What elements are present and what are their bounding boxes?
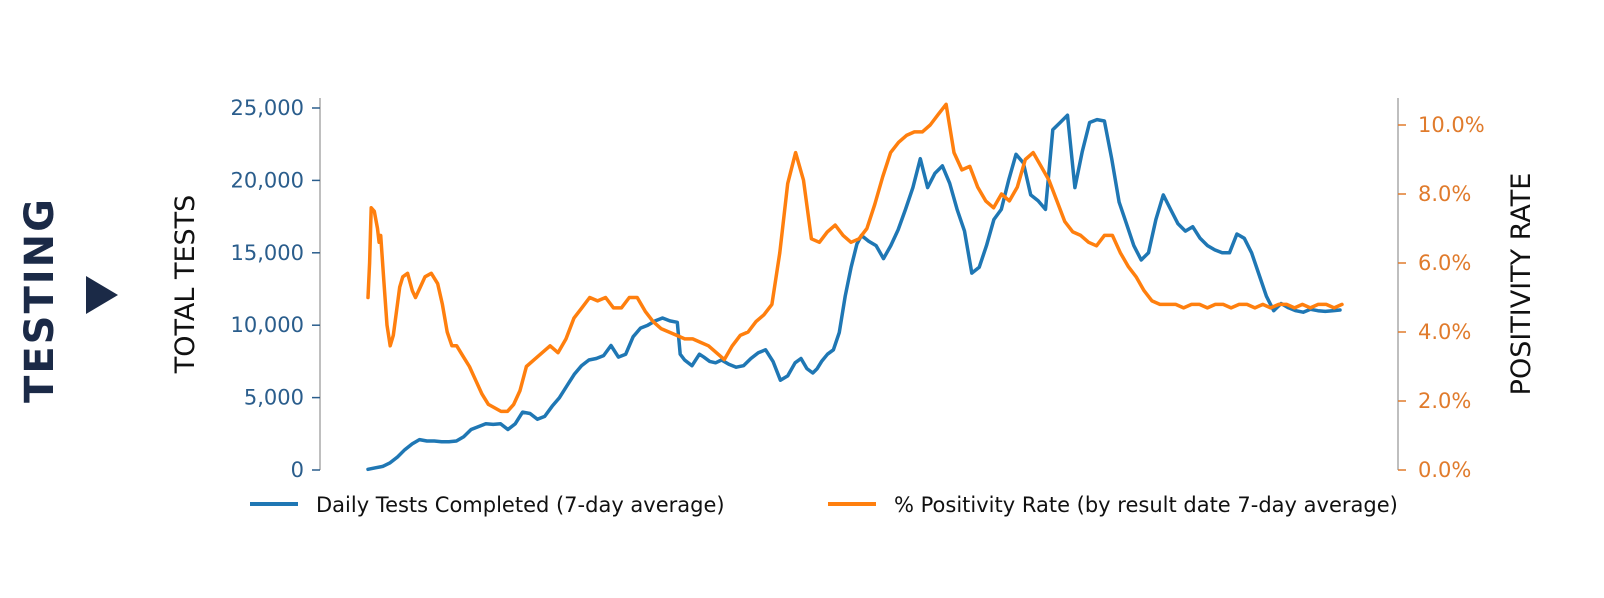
left-tick-label: 0	[291, 458, 304, 482]
right-tick-label: 6.0%	[1418, 251, 1471, 275]
tests-series-line	[366, 113, 1342, 472]
right-axis-title: POSITIVITY RATE	[1506, 173, 1537, 396]
play-marker-icon	[86, 276, 118, 314]
right-tick-label: 0.0%	[1418, 458, 1471, 482]
right-tick-label: 4.0%	[1418, 320, 1471, 344]
left-tick-label: 10,000	[231, 313, 304, 337]
right-tick-label: 2.0%	[1418, 389, 1471, 413]
left-tick-label: 20,000	[231, 168, 304, 192]
legend-positivity-label: % Positivity Rate (by result date 7-day …	[894, 493, 1398, 517]
chart-lines	[366, 102, 1344, 472]
left-axis-title: TOTAL TESTS	[170, 195, 201, 375]
left-tick-label: 5,000	[244, 386, 304, 410]
left-tick-label: 15,000	[231, 241, 304, 265]
chart-axes: 0 5,000 10,000 15,000 20,000 25,000 0.0% 2.0% 4.…	[170, 96, 1537, 482]
right-tick-label: 10.0%	[1418, 113, 1485, 137]
positivity-series-line	[366, 102, 1344, 414]
right-tick-label: 8.0%	[1418, 182, 1471, 206]
chart-legend: Daily Tests Completed (7-day average) % P…	[250, 493, 1398, 517]
legend-tests-label: Daily Tests Completed (7-day average)	[316, 493, 725, 517]
left-tick-label: 25,000	[231, 96, 304, 120]
